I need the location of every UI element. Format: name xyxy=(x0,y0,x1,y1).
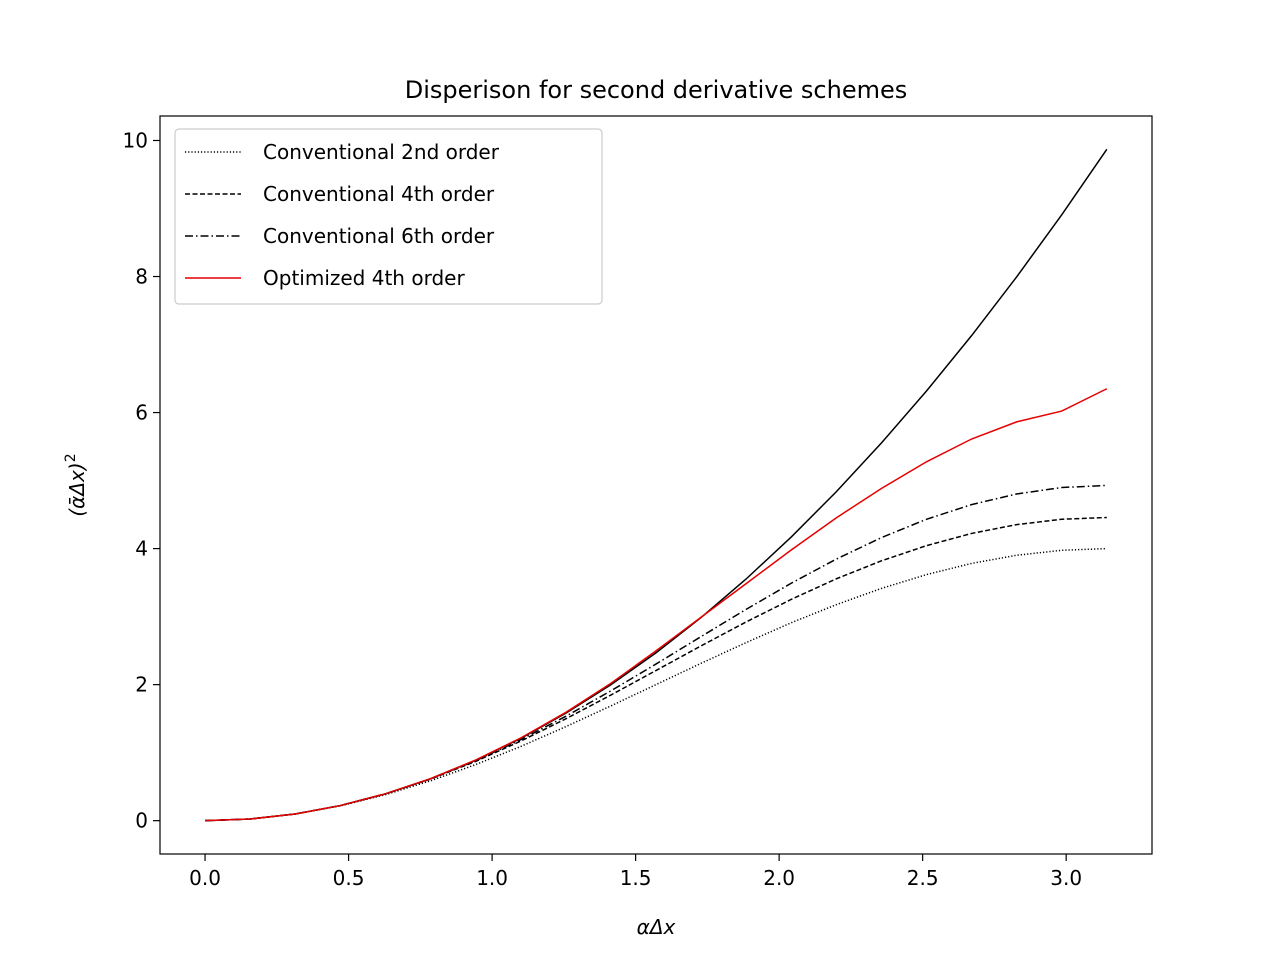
x-tick-label: 3.0 xyxy=(1050,866,1082,890)
x-tick-label: 1.0 xyxy=(476,866,508,890)
x-tick-label: 0.0 xyxy=(189,866,221,890)
series-line-4 xyxy=(205,388,1108,822)
legend-label: Conventional 6th order xyxy=(263,224,495,248)
y-axis-ticks: 0 2 4 6 8 10 xyxy=(123,128,160,833)
x-tick-label: 0.5 xyxy=(333,866,365,890)
y-axis-label: (ᾱΔx)2 xyxy=(63,453,89,516)
plot-lines xyxy=(205,148,1108,822)
legend-label: Optimized 4th order xyxy=(263,266,465,290)
x-tick-label: 2.5 xyxy=(907,866,939,890)
y-axis-label-open: ( xyxy=(65,508,89,517)
y-axis-label-symbol: ᾱΔx xyxy=(65,470,89,509)
x-axis-ticks: 0.0 0.5 1.0 1.5 2.0 2.5 3.0 xyxy=(189,854,1082,890)
x-tick-label: 2.0 xyxy=(763,866,795,890)
y-tick-label: 10 xyxy=(123,128,148,152)
legend-label: Conventional 2nd order xyxy=(263,140,500,164)
y-tick-label: 2 xyxy=(135,673,148,697)
legend-label: Conventional 4th order xyxy=(263,182,495,206)
y-tick-label: 6 xyxy=(135,401,148,425)
legend-box xyxy=(174,128,603,305)
plot-frame xyxy=(159,115,1153,855)
y-tick-label: 8 xyxy=(135,265,148,289)
y-axis-label-exponent: 2 xyxy=(63,453,79,462)
x-axis-label: αΔx xyxy=(637,915,676,939)
x-tick-label: 1.5 xyxy=(620,866,652,890)
legend: Conventional 2nd order Conventional 4th o… xyxy=(174,128,603,305)
y-tick-label: 4 xyxy=(135,537,148,561)
chart-title: Disperison for second derivative schemes xyxy=(405,76,908,104)
y-axis-label-close: ) xyxy=(65,462,89,472)
y-tick-label: 0 xyxy=(135,809,148,833)
